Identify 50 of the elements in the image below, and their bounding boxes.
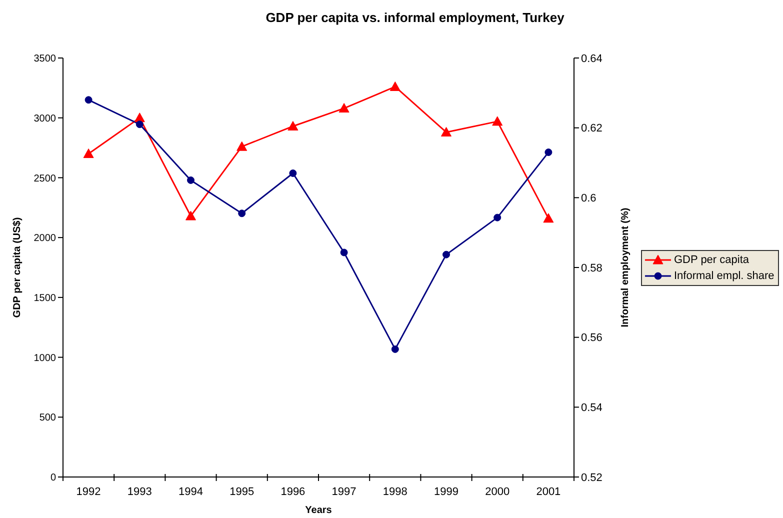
x-tick-label: 1993 xyxy=(127,486,152,498)
x-tick-label: 1997 xyxy=(332,486,356,498)
y2-tick-label: 0.54 xyxy=(581,402,602,414)
point xyxy=(236,141,248,151)
x-tick-label: 2001 xyxy=(536,486,561,498)
x-tick-label: 2000 xyxy=(485,486,510,498)
y-tick-label: 0 xyxy=(50,472,56,484)
point xyxy=(187,176,194,184)
x-axis-title: Years xyxy=(305,504,332,516)
y2-tick-label: 0.58 xyxy=(581,262,602,274)
point xyxy=(338,103,350,113)
x-tick-label: 1992 xyxy=(76,486,101,498)
point xyxy=(83,148,94,158)
point xyxy=(441,126,452,136)
y-tick-label: 2000 xyxy=(34,233,56,244)
y-tick-label: 1500 xyxy=(34,292,56,304)
y-axis-title: GDP per capita (US$) xyxy=(12,217,22,318)
y-tick-label: 3000 xyxy=(34,113,56,124)
x-tick-label: 1996 xyxy=(280,486,306,498)
point xyxy=(238,210,246,218)
y2-tick-label: 0.62 xyxy=(581,122,602,135)
legend-label: Informal empl. share xyxy=(674,269,774,284)
point xyxy=(136,120,144,128)
x-tick-label: 1995 xyxy=(230,486,254,498)
y2-axis-title: Informal employment (%) xyxy=(620,208,630,328)
y-tick-label: 3500 xyxy=(34,54,56,65)
x-tick-label: 1994 xyxy=(178,486,203,498)
x-tick-label: 1998 xyxy=(382,486,408,498)
point xyxy=(288,120,298,130)
point xyxy=(289,169,297,177)
chart-title: GDP per capita vs. informal employment, Turkey xyxy=(264,10,566,25)
y-tick-label: 2500 xyxy=(34,173,56,184)
y2-tick-label: 0.56 xyxy=(581,332,602,344)
point xyxy=(442,250,450,258)
y-tick-label: 500 xyxy=(39,412,56,424)
point xyxy=(494,214,502,222)
point xyxy=(84,96,92,104)
y2-tick-label: 0.52 xyxy=(581,472,602,484)
y2-tick-label: 0.6 xyxy=(581,192,596,205)
point xyxy=(492,116,503,126)
y2-tick-label: 0.64 xyxy=(581,52,602,65)
point xyxy=(186,210,196,220)
x-tick-label: 1999 xyxy=(434,486,458,498)
legend-label: GDP per capita xyxy=(674,253,750,268)
point xyxy=(340,248,348,256)
y-tick-label: 1000 xyxy=(34,352,56,364)
point xyxy=(543,213,554,223)
point xyxy=(391,345,399,353)
point xyxy=(390,81,400,91)
point xyxy=(544,148,552,156)
